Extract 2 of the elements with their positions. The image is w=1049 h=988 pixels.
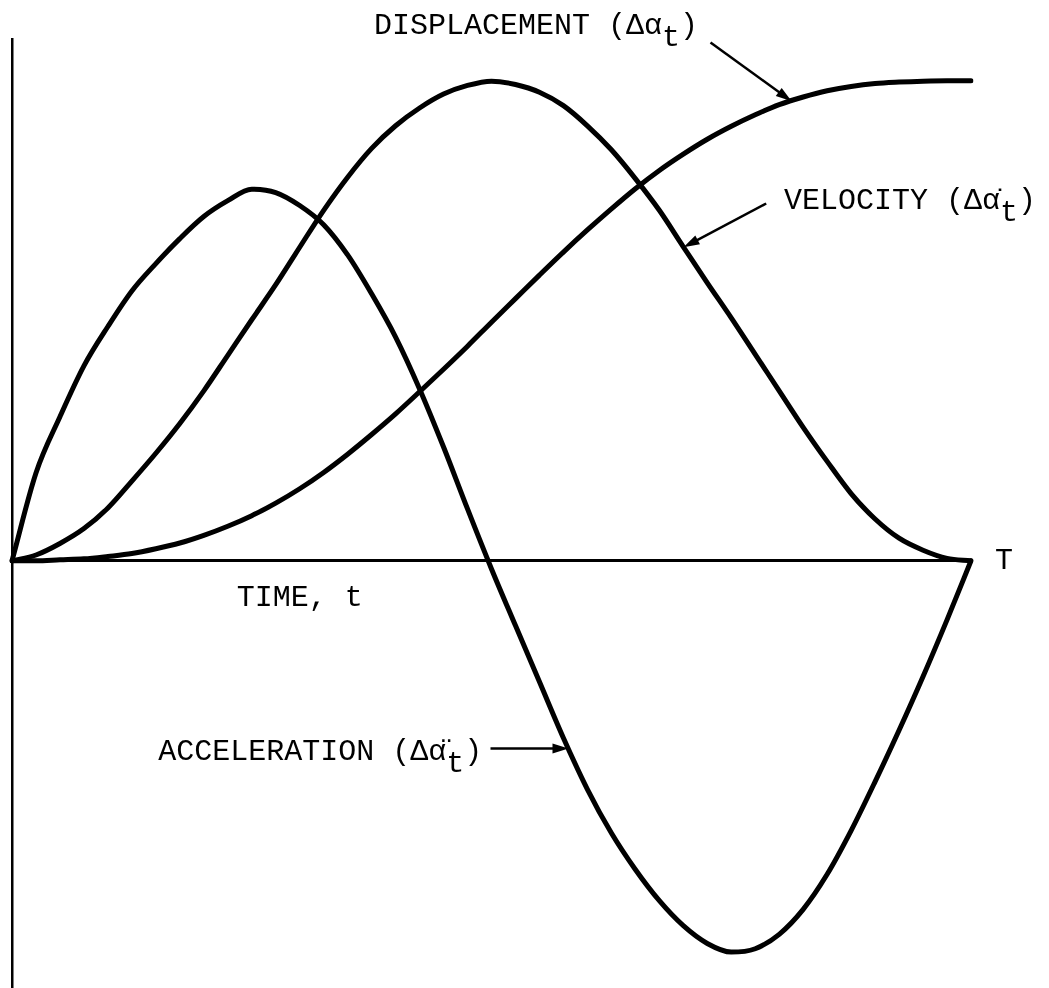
x-axis-title: TIME, t [236, 580, 363, 615]
text: T [994, 543, 1014, 578]
